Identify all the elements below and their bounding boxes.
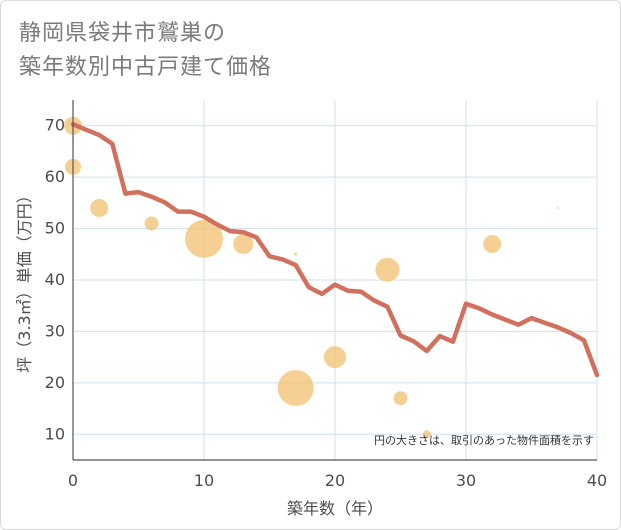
bubble-point <box>483 235 502 253</box>
axes <box>72 100 597 461</box>
chart-title-line-1: 静岡県袋井市鷲巣の <box>19 21 227 46</box>
bubble-series <box>64 116 559 439</box>
y-tick-label: 40 <box>45 270 65 289</box>
bubble-point <box>393 391 408 406</box>
bubble-point <box>375 257 400 282</box>
bubble-size-note: 円の大きさは、取引のあった物件面積を示す <box>374 433 594 447</box>
bubble-point <box>324 346 346 369</box>
bubble-point <box>422 430 431 439</box>
y-tick-label: 70 <box>45 116 65 135</box>
x-tick-label: 0 <box>68 471 78 490</box>
x-tick-label: 40 <box>587 471 607 490</box>
x-tick-label: 10 <box>194 471 214 490</box>
average-price-line <box>70 121 600 378</box>
y-tick-label: 30 <box>45 321 65 340</box>
x-tick-label: 30 <box>456 471 476 490</box>
y-tick-label: 10 <box>45 424 65 443</box>
y-tick-label: 50 <box>45 219 65 238</box>
grid-lines <box>72 100 598 460</box>
y-tick-label: 60 <box>45 167 65 186</box>
y-axis-label: 坪（3.3㎡）単価（万円） <box>15 187 34 372</box>
bubble-point <box>185 219 223 258</box>
bubble-point <box>556 207 559 209</box>
x-axis-label: 築年数（年） <box>287 499 383 518</box>
y-tick-label: 20 <box>45 373 65 392</box>
bubble-point <box>144 216 159 231</box>
x-tick-label: 20 <box>325 471 345 490</box>
tick-labels: 0 10 20 30 40 10 20 30 40 50 60 70 <box>45 116 608 490</box>
chart-title: 静岡県袋井市鷲巣の 築年数別中古戸建て価格 <box>19 17 272 85</box>
bubble-point <box>233 234 254 254</box>
chart-title-line-2: 築年数別中古戸建て価格 <box>19 55 273 80</box>
bubble-point <box>294 252 298 256</box>
bubble-point <box>277 370 314 406</box>
bubble-point <box>90 199 109 217</box>
